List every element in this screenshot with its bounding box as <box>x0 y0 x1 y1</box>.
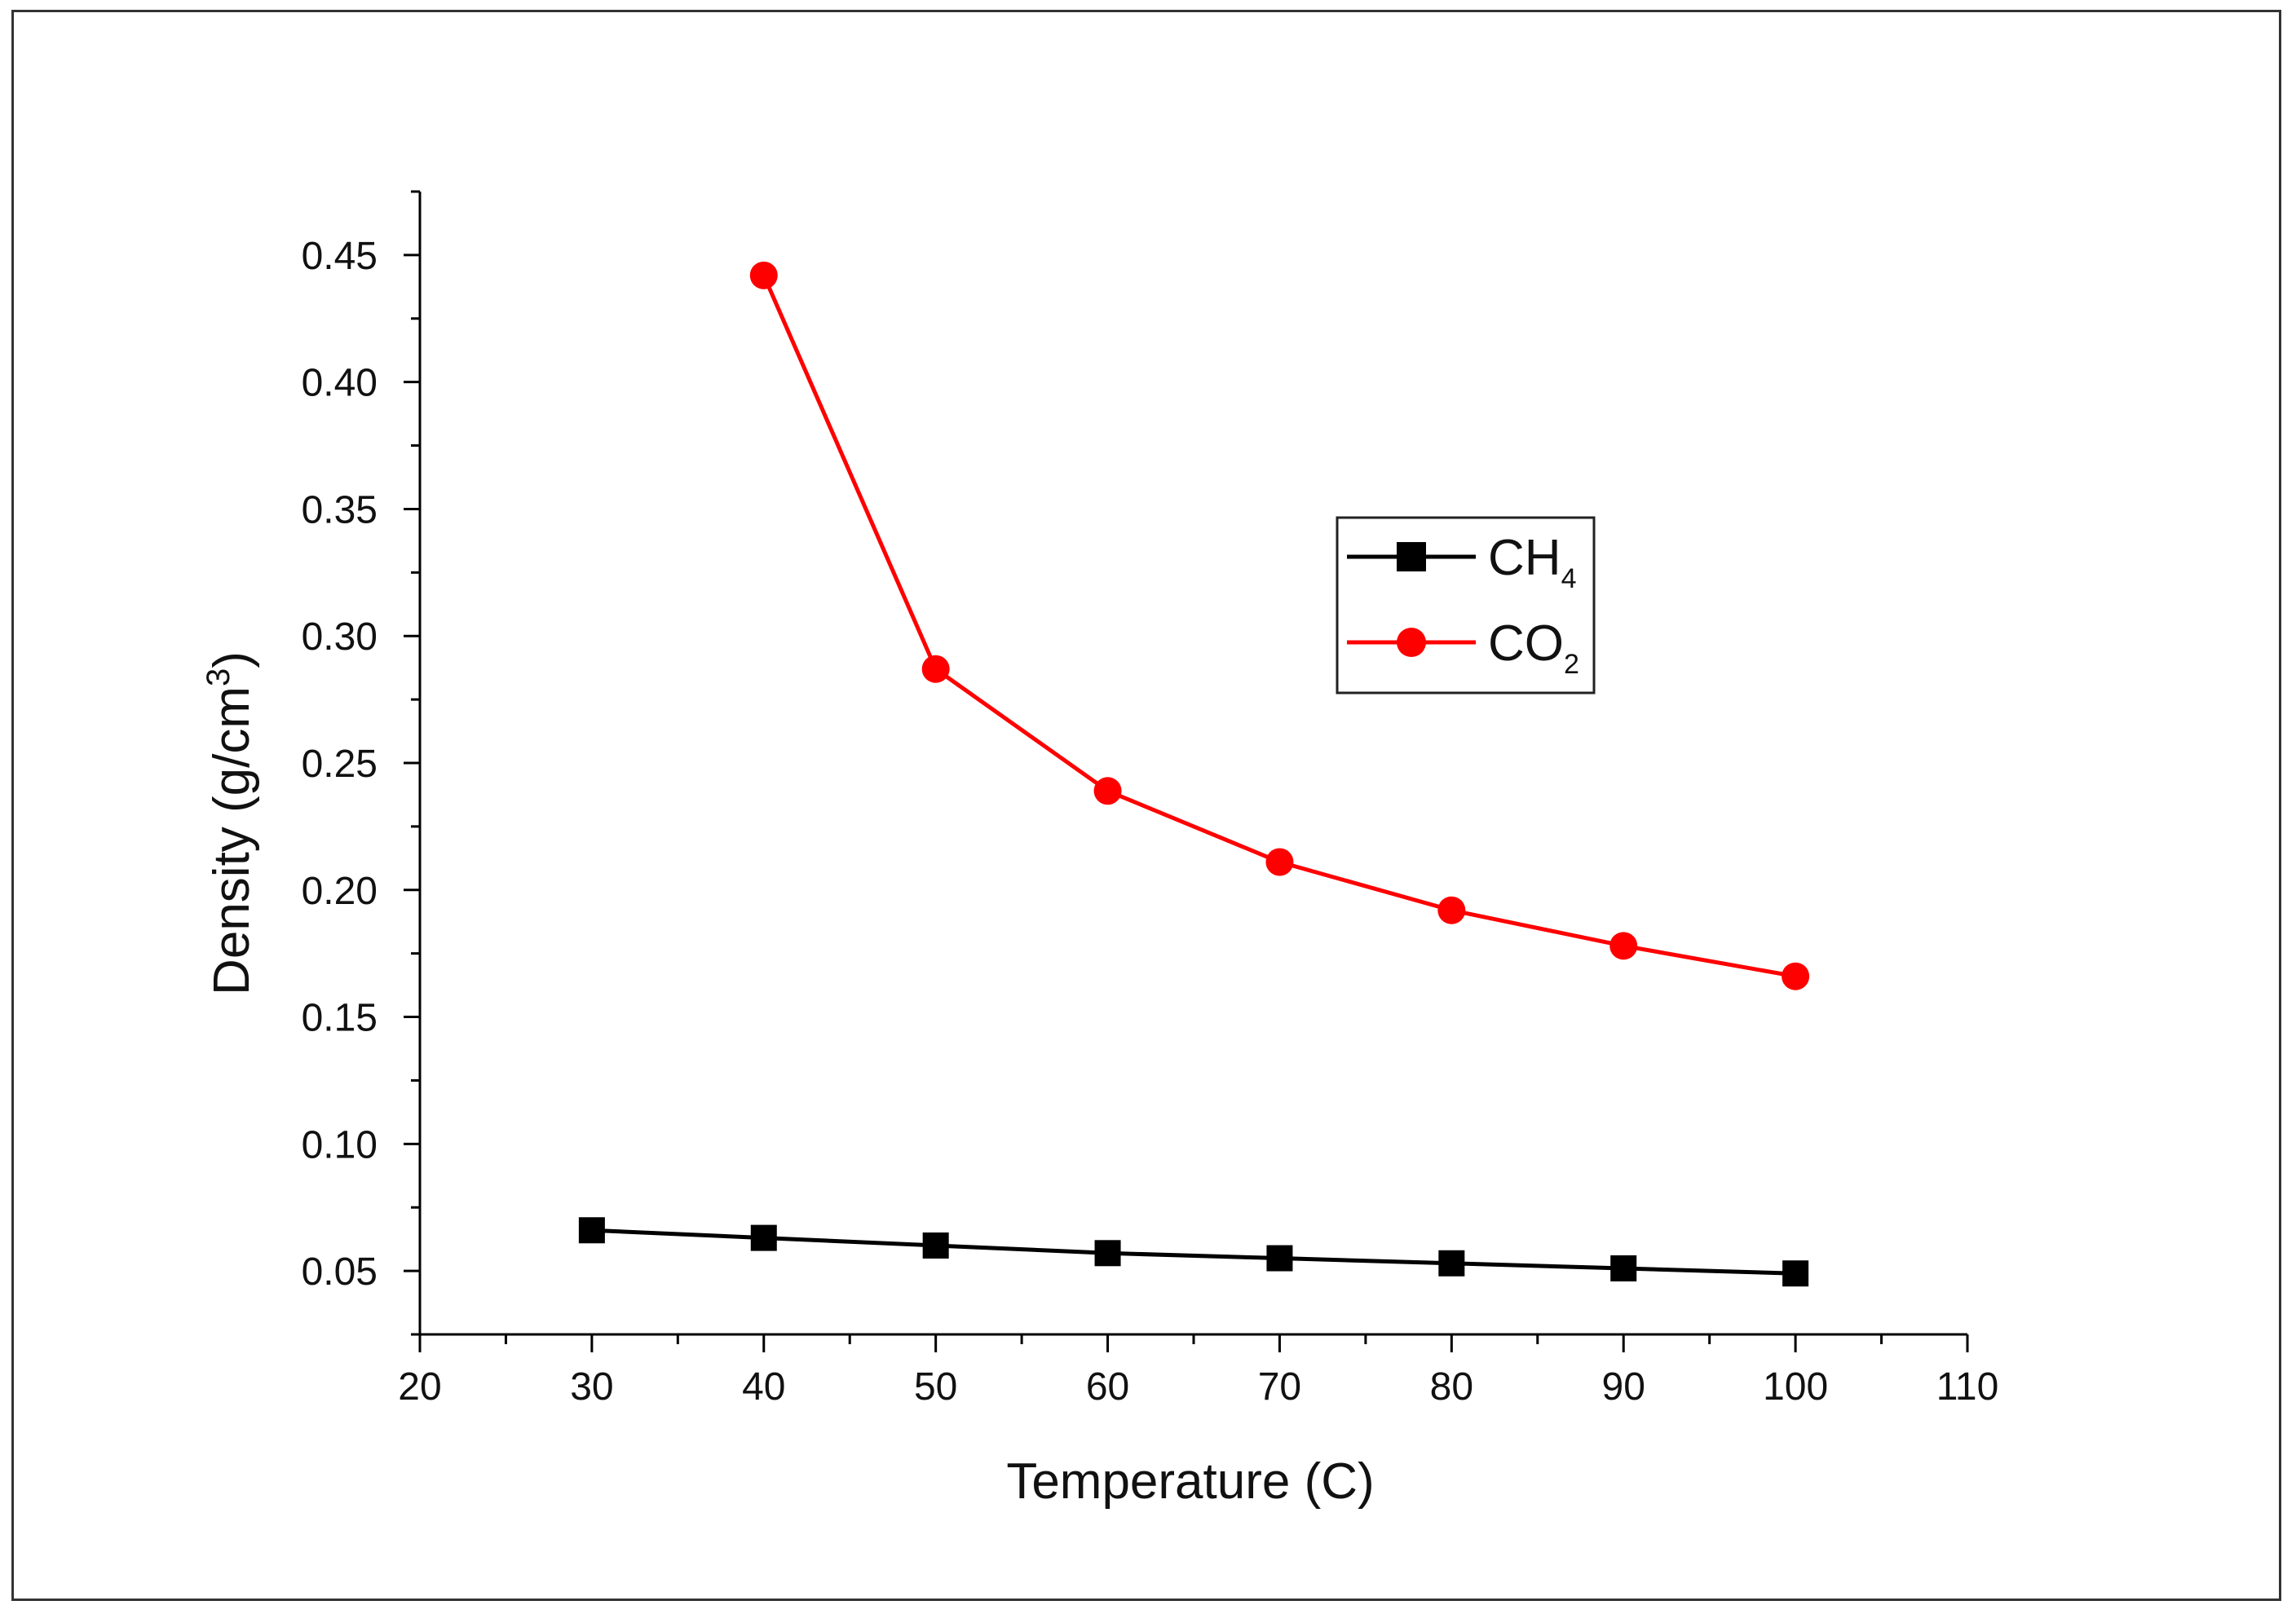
x-tick-label-80: 80 <box>1430 1365 1473 1409</box>
legend-label-ch4-main: CH <box>1488 530 1561 586</box>
point-co2-40 <box>749 261 778 289</box>
legend-entry-ch4: CH4 <box>1347 530 1576 594</box>
legend-entry-co2: CO2 <box>1347 615 1579 680</box>
point-ch4-100 <box>1782 1260 1809 1287</box>
legend-box <box>1336 516 1596 695</box>
legend-label-ch4: CH4 <box>1488 530 1576 594</box>
x-tick-label-20: 20 <box>398 1365 441 1409</box>
series-layer <box>578 261 1810 1287</box>
point-co2-60 <box>1093 777 1122 805</box>
x-tick-label-100: 100 <box>1763 1365 1828 1409</box>
point-co2-70 <box>1265 848 1294 876</box>
y-tick-label-0.20: 0.20 <box>302 870 378 913</box>
point-ch4-80 <box>1438 1250 1465 1277</box>
y-tick-label-0.25: 0.25 <box>302 743 378 786</box>
x-tick-label-50: 50 <box>914 1365 957 1409</box>
point-ch4-40 <box>750 1224 777 1251</box>
x-axis-title: Temperature (C) <box>1006 1453 1374 1510</box>
y-tick-label-0.40: 0.40 <box>302 362 378 405</box>
point-ch4-60 <box>1094 1240 1121 1267</box>
legend-label-co2: CO2 <box>1488 615 1579 680</box>
y-axis-title-close: ) <box>204 651 260 668</box>
point-co2-50 <box>921 655 950 683</box>
point-ch4-90 <box>1610 1255 1637 1281</box>
y-tick-label-0.10: 0.10 <box>302 1123 378 1166</box>
y-tick-label-0.15: 0.15 <box>302 997 378 1040</box>
legend-label-co2-main: CO <box>1488 615 1564 672</box>
point-ch4-30 <box>578 1217 605 1244</box>
legend-label-ch4-subscript: 4 <box>1561 563 1577 594</box>
point-co2-100 <box>1782 962 1810 990</box>
point-ch4-70 <box>1266 1245 1293 1272</box>
x-tick-label-110: 110 <box>1936 1365 1999 1409</box>
x-tick-label-70: 70 <box>1258 1365 1301 1409</box>
series-line-ch4 <box>591 1228 1796 1276</box>
legend-label-co2-subscript: 2 <box>1564 649 1579 680</box>
point-co2-80 <box>1437 896 1466 924</box>
y-axis-title: Density (g/cm3) <box>201 651 260 995</box>
point-co2-90 <box>1609 932 1638 960</box>
figure-frame <box>11 10 2281 1601</box>
y-tick-label-0.45: 0.45 <box>302 235 378 278</box>
x-tick-label-30: 30 <box>570 1365 613 1409</box>
y-tick-label-0.30: 0.30 <box>302 615 378 659</box>
legend: CH4 CO2 <box>1336 516 1596 695</box>
y-axis-title-main: Density (g/cm <box>204 686 260 995</box>
x-tick-label-40: 40 <box>742 1365 785 1409</box>
x-tick-label-60: 60 <box>1086 1365 1129 1409</box>
y-axis-title-superscript: 3 <box>201 668 236 686</box>
x-tick-label-90: 90 <box>1602 1365 1645 1409</box>
legend-marker-co2 <box>1397 628 1426 657</box>
legend-marker-ch4 <box>1397 542 1426 571</box>
point-ch4-50 <box>922 1232 949 1259</box>
y-tick-label-0.05: 0.05 <box>302 1250 378 1294</box>
y-tick-label-0.35: 0.35 <box>302 488 378 531</box>
axes: 20 30 40 50 60 70 80 90 100 110 0.05 0.10 0.15 0.20 0.… <box>302 190 1999 1409</box>
